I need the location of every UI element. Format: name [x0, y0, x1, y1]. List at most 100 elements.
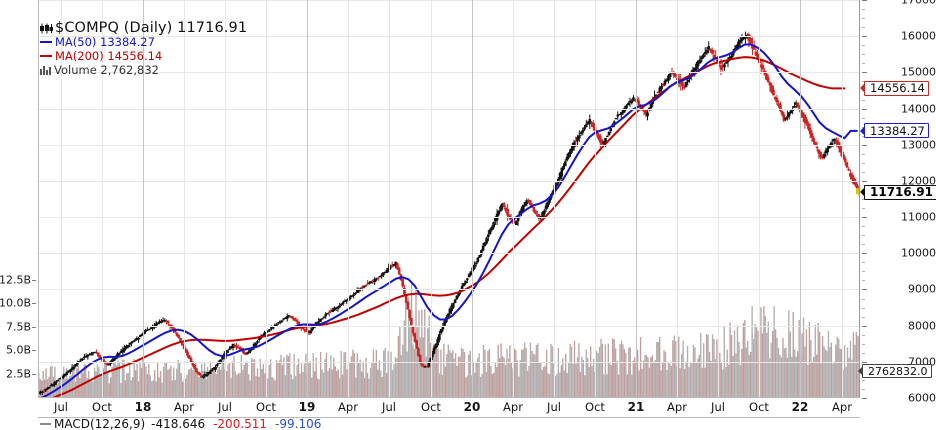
candle-body — [151, 327, 154, 329]
volume-bar — [372, 349, 375, 397]
candle-body — [263, 332, 266, 336]
candle-body — [369, 281, 373, 284]
volume-bar — [788, 310, 790, 397]
volume-bar — [563, 370, 565, 397]
volume-bar — [766, 332, 768, 397]
volume-bar — [369, 367, 372, 397]
candle-body — [564, 161, 567, 167]
candle-body — [62, 375, 65, 378]
volume-axis: 12.5B 10.0B 7.5B 5.0B 2.5B — [0, 0, 36, 398]
candle-body — [709, 48, 712, 51]
candle-body — [682, 86, 686, 89]
volume-bar — [43, 379, 46, 397]
candle-body — [317, 321, 321, 323]
volume-bar — [634, 357, 636, 397]
candle-body — [707, 46, 711, 50]
price-axis-minor-tick — [862, 262, 865, 264]
volume-bar — [685, 361, 687, 397]
candle-body — [730, 55, 733, 59]
volume-bar — [327, 370, 329, 397]
price-axis-label: 11000 — [901, 210, 936, 224]
candle-body — [796, 102, 800, 108]
volume-bar — [588, 367, 590, 397]
month-axis-label: Jul — [218, 400, 232, 414]
volume-bar — [730, 335, 733, 397]
candle-body — [132, 340, 135, 343]
candle-body — [605, 135, 609, 138]
candle-body — [228, 348, 231, 350]
volume-bar — [143, 362, 146, 397]
candle-body — [147, 328, 151, 331]
volume-bar — [559, 372, 561, 397]
volume-bar — [829, 347, 831, 397]
volume-axis-label: 7.5B — [5, 320, 31, 334]
volume-bar — [770, 342, 772, 397]
volume-bar — [512, 368, 514, 397]
volume-bar — [688, 367, 690, 397]
candle-body — [438, 334, 441, 341]
volume-bar — [366, 372, 369, 397]
volume-bar — [294, 375, 297, 397]
candle-body — [338, 305, 341, 308]
volume-bar — [645, 354, 648, 397]
candle-body — [660, 86, 663, 90]
date-gridline — [513, 0, 514, 398]
candle-body — [210, 369, 214, 372]
price-axis-tick — [862, 253, 867, 255]
volume-bar — [190, 367, 193, 397]
candle-body — [485, 237, 488, 244]
candle-body — [469, 271, 473, 276]
volume-bar — [154, 370, 156, 397]
volume-bar — [519, 360, 521, 397]
volume-axis-tick — [32, 373, 36, 375]
volume-bar — [199, 373, 201, 397]
volume-bar — [432, 344, 435, 397]
volume-bar — [164, 362, 166, 397]
volume-bar — [472, 361, 474, 397]
price-chart-plot[interactable] — [38, 0, 860, 398]
date-gridline — [677, 0, 678, 398]
candle-body — [473, 264, 476, 269]
volume-bar — [752, 338, 755, 397]
volume-bar — [63, 366, 65, 397]
candle-body — [413, 332, 417, 342]
year-axis-label: 20 — [463, 400, 481, 414]
volume-bar — [796, 351, 799, 397]
volume-bar — [42, 370, 44, 397]
macd-legend: MACD(12,26,9) -418.646 -200.511 -99.106 — [40, 418, 321, 430]
volume-bar — [749, 351, 752, 397]
volume-bar — [557, 347, 560, 397]
candle-body — [836, 141, 840, 147]
price-axis-tick — [862, 217, 867, 219]
volume-axis-label: 12.5B — [0, 273, 31, 287]
volume-bar — [133, 359, 135, 397]
volume-bar — [102, 368, 105, 397]
candle-body — [49, 385, 53, 387]
volume-bar — [309, 361, 311, 397]
volume-bar — [98, 367, 100, 397]
volume-bar — [686, 345, 689, 397]
volume-bar — [349, 362, 351, 397]
month-axis-label: Apr — [832, 400, 852, 414]
volume-bar — [181, 381, 184, 397]
volume-bar — [331, 369, 334, 397]
macd-panel[interactable]: MACD(12,26,9) -418.646 -200.511 -99.106 — [38, 418, 860, 430]
volume-bar — [105, 362, 107, 397]
volume-bar — [352, 349, 354, 397]
candle-body — [546, 201, 550, 207]
volume-bar — [735, 353, 737, 397]
candle-body — [380, 274, 383, 277]
candle-body — [555, 182, 558, 186]
volume-bar — [845, 366, 847, 397]
volume-bar — [155, 381, 157, 397]
volume-bar — [487, 350, 489, 397]
volume-bar — [255, 376, 257, 397]
candle-body — [245, 352, 249, 355]
volume-bar — [462, 348, 464, 397]
volume-bar — [852, 332, 855, 397]
volume-bar — [509, 345, 511, 397]
volume-bar — [773, 306, 775, 397]
volume-bar — [579, 372, 582, 397]
volume-bar — [245, 361, 247, 397]
volume-bar — [548, 374, 551, 397]
